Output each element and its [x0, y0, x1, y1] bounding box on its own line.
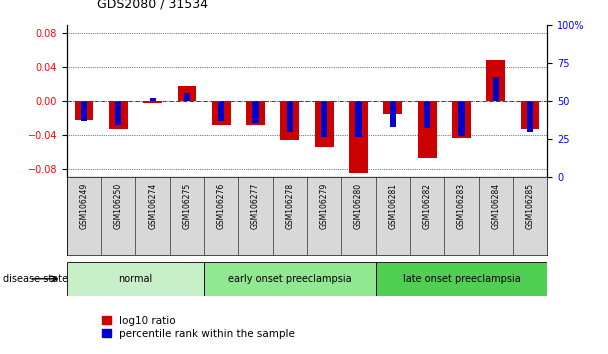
Text: GSM106249: GSM106249 [80, 183, 89, 229]
Text: GSM106280: GSM106280 [354, 183, 363, 229]
Text: GSM106277: GSM106277 [251, 183, 260, 229]
Bar [356, 101, 362, 137]
Text: normal: normal [119, 274, 153, 284]
Bar [218, 101, 224, 121]
Bar [424, 101, 430, 128]
Bar [204, 262, 376, 296]
Bar [458, 101, 465, 136]
Bar [184, 93, 190, 101]
Text: late onset preeclampsia: late onset preeclampsia [402, 274, 520, 284]
Bar [384, 101, 402, 114]
Bar [280, 101, 299, 140]
Text: GSM106282: GSM106282 [423, 183, 432, 229]
Text: early onset preeclampsia: early onset preeclampsia [228, 274, 351, 284]
Bar [75, 101, 94, 120]
Bar [315, 101, 334, 147]
Text: GSM106283: GSM106283 [457, 183, 466, 229]
Bar [321, 101, 327, 137]
Bar [376, 262, 547, 296]
Bar [349, 101, 368, 173]
Bar [520, 101, 539, 129]
Bar [418, 101, 437, 158]
Bar [116, 101, 122, 125]
Bar [212, 101, 230, 125]
Text: GSM106275: GSM106275 [182, 183, 192, 229]
Bar [390, 101, 396, 127]
Text: GSM106284: GSM106284 [491, 183, 500, 229]
Bar [81, 101, 87, 121]
Bar [252, 101, 258, 122]
Text: GSM106276: GSM106276 [217, 183, 226, 229]
Legend: log10 ratio, percentile rank within the sample: log10 ratio, percentile rank within the … [103, 316, 295, 339]
Text: GSM106281: GSM106281 [389, 183, 397, 229]
Text: GSM106278: GSM106278 [285, 183, 294, 229]
Text: GSM106285: GSM106285 [525, 183, 534, 229]
Bar [109, 101, 128, 129]
Bar [246, 101, 265, 125]
Bar [527, 101, 533, 132]
Bar [452, 101, 471, 138]
Text: GSM106274: GSM106274 [148, 183, 157, 229]
Text: GSM106250: GSM106250 [114, 183, 123, 229]
Text: GDS2080 / 31534: GDS2080 / 31534 [97, 0, 209, 11]
Bar [143, 101, 162, 103]
Bar [178, 86, 196, 101]
Text: GSM106279: GSM106279 [320, 183, 329, 229]
Bar [486, 60, 505, 101]
Bar [492, 76, 499, 101]
Bar [287, 101, 293, 132]
Bar [150, 98, 156, 101]
Bar [67, 262, 204, 296]
Text: disease state: disease state [3, 274, 68, 284]
